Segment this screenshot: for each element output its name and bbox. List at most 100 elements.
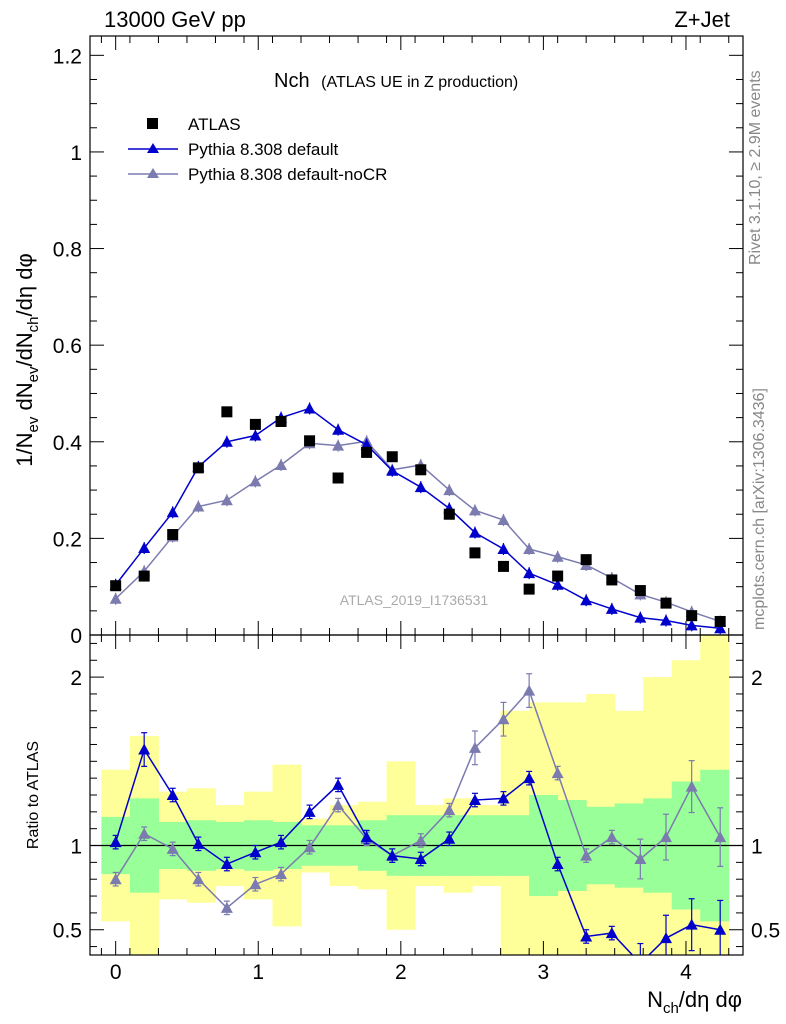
atlas-data-point — [686, 610, 698, 622]
plot-title-main: Nch — [274, 70, 310, 92]
main-point-nocr — [275, 458, 288, 470]
atlas-data-point — [249, 418, 261, 430]
atlas-data-point — [443, 508, 455, 520]
ratio-point-nocr — [303, 841, 316, 853]
main-point-default — [497, 543, 510, 555]
main-point-default — [634, 611, 647, 623]
atlas-data-point — [580, 554, 592, 566]
ratio-point-nocr — [138, 827, 151, 839]
main-point-nocr — [332, 439, 345, 451]
process-label: Z+Jet — [674, 7, 730, 32]
ratio-y-tick-label-right: 0.5 — [751, 920, 780, 943]
legend-label-default: Pythia 8.308 default — [188, 140, 339, 159]
plot-title-sub: (ATLAS UE in Z production) — [321, 74, 518, 91]
ratio-point-default — [220, 858, 233, 870]
legend-label-atlas: ATLAS — [188, 115, 241, 134]
atlas-data-point — [714, 615, 726, 627]
atlas-data-point — [361, 446, 373, 458]
main-point-nocr — [551, 550, 564, 562]
atlas-data-point — [552, 570, 564, 582]
ratio-point-default — [714, 923, 727, 935]
ratio-point-default — [523, 772, 536, 784]
main-point-default — [386, 464, 399, 476]
x-tick-label: 2 — [395, 961, 407, 984]
ratio-point-default — [468, 794, 481, 806]
main-point-nocr — [249, 475, 262, 487]
ratio-point-default — [192, 837, 205, 849]
main-point-nocr — [109, 592, 122, 604]
atlas-data-point — [192, 462, 204, 474]
atlas-data-point — [606, 574, 618, 586]
main-point-default — [714, 622, 727, 634]
ratio-point-default — [497, 792, 510, 804]
energy-label: 13000 GeV pp — [104, 7, 246, 32]
main-point-default — [523, 567, 536, 579]
main-point-default — [332, 423, 345, 435]
ratio-point-default — [685, 918, 698, 930]
main-y-tick-label: 0.4 — [53, 432, 83, 455]
ratio-point-nocr — [523, 684, 536, 696]
mcplots-label: mcplots.cern.ch [arXiv:1306.3436] — [751, 388, 768, 630]
main-y-tick-label: 0 — [70, 625, 82, 648]
ratio-point-nocr — [685, 780, 698, 792]
atlas-data-point — [304, 435, 316, 447]
atlas-data-point — [386, 451, 398, 463]
main-point-default — [605, 602, 618, 614]
main-point-default — [685, 619, 698, 631]
ratio-point-nocr — [497, 713, 510, 725]
ratio-point-nocr — [220, 901, 233, 913]
analysis-id: ATLAS_2019_I1736531 — [340, 592, 489, 608]
ratio-point-default — [605, 927, 618, 939]
x-axis-label: Nch/dη dφ — [647, 987, 742, 1017]
main-point-default — [468, 526, 481, 538]
main-point-default — [220, 435, 233, 447]
main-point-default — [660, 614, 673, 626]
ratio-point-nocr — [714, 831, 727, 843]
ratio-y-tick-label-right: 1 — [751, 836, 763, 859]
ratio-point-nocr — [605, 831, 618, 843]
ratio-point-nocr — [332, 799, 345, 811]
ratio-y-tick-label-right: 2 — [751, 667, 763, 690]
main-y-tick-label: 0.8 — [53, 239, 82, 262]
ratio-point-default — [166, 789, 179, 800]
atlas-data-point — [138, 570, 150, 582]
main-point-default — [303, 402, 316, 414]
ratio-point-nocr — [443, 804, 456, 816]
atlas-data-point — [332, 472, 344, 484]
ratio-point-default — [580, 930, 593, 942]
legend-marker-atlas — [147, 118, 158, 129]
main-point-nocr — [192, 500, 205, 512]
ratio-point-nocr — [109, 873, 122, 885]
main-point-nocr — [497, 514, 510, 526]
ratio-point-nocr — [275, 868, 288, 880]
ratio-point-nocr — [580, 849, 593, 861]
atlas-data-point — [415, 464, 427, 476]
ratio-point-default — [443, 832, 456, 844]
ratio-y-tick-label: 2 — [70, 667, 82, 690]
main-y-tick-label: 1.2 — [53, 45, 82, 68]
legend-marker-nocr — [147, 168, 159, 178]
main-y-tick-label: 0.6 — [53, 335, 82, 358]
plot-title: Nch (ATLAS UE in Z production) — [274, 70, 518, 92]
legend: ATLAS Pythia 8.308 default Pythia 8.308 … — [128, 115, 387, 184]
x-tick-label: 1 — [252, 961, 264, 984]
ratio-point-nocr — [249, 878, 262, 890]
main-point-default — [249, 429, 262, 441]
main-point-default — [138, 542, 151, 554]
ratio-point-nocr — [634, 853, 647, 864]
ratio-point-default — [414, 853, 427, 864]
ratio-point-default — [303, 805, 316, 817]
main-point-nocr — [523, 543, 536, 555]
x-tick-label: 0 — [110, 961, 122, 984]
atlas-data-point — [660, 597, 672, 609]
ratio-point-default — [386, 849, 399, 861]
main-point-nocr — [220, 494, 233, 506]
rivet-label: Rivet 3.1.10, ≥ 2.9M events — [747, 70, 764, 265]
ratio-point-nocr — [551, 767, 564, 779]
main-y-tick-label: 1 — [70, 142, 82, 165]
ratio-point-default — [275, 836, 288, 848]
main-point-default — [414, 481, 427, 493]
x-tick-label: 4 — [680, 961, 692, 984]
atlas-data-point — [275, 415, 287, 427]
ratio-point-nocr — [166, 842, 179, 854]
